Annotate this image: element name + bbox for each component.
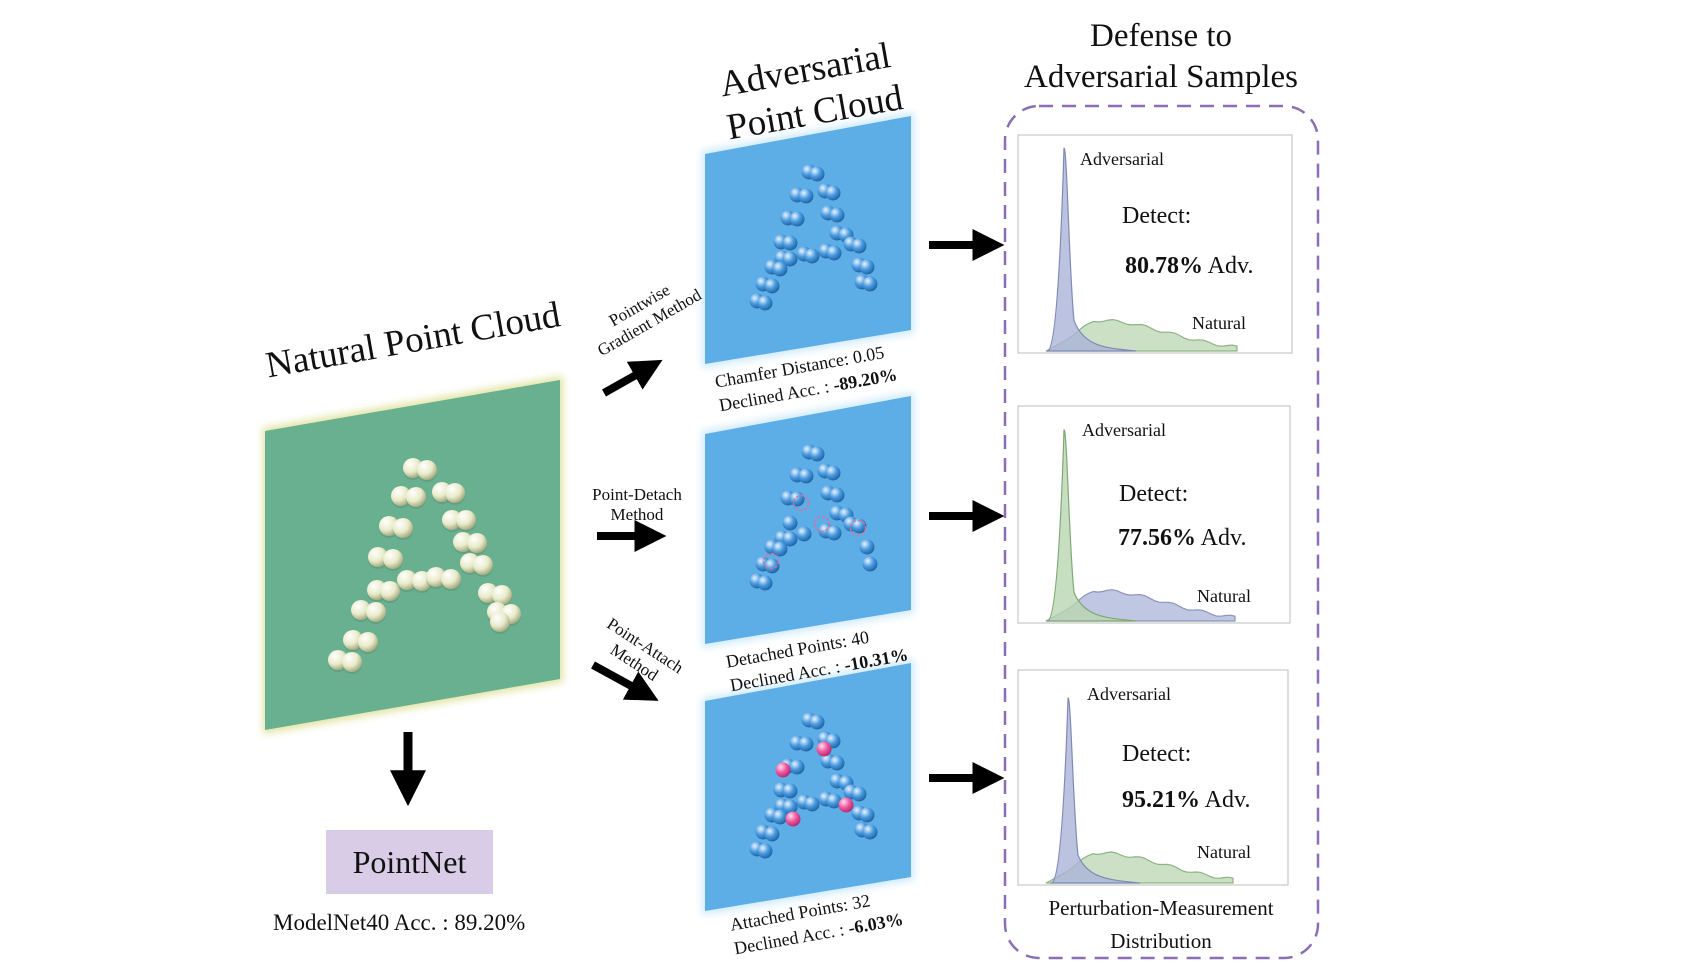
natural-point <box>492 585 512 605</box>
adversarial-panel-gradient <box>702 112 914 368</box>
natural-point <box>383 549 403 569</box>
attached-point <box>838 797 854 813</box>
adversarial-point <box>757 575 773 591</box>
natural-point <box>380 581 400 601</box>
adversarial-point <box>798 468 814 484</box>
adversarial-point <box>859 259 875 275</box>
natural-point <box>467 533 487 553</box>
adversarial-distribution-curve <box>1049 697 1141 884</box>
adversarial-point <box>782 531 798 547</box>
natural-point <box>358 632 378 652</box>
adversarial-points-gradient <box>749 164 878 311</box>
distribution-plot-1 <box>1017 134 1293 354</box>
natural-point <box>445 483 465 503</box>
adversarial-point <box>798 188 814 204</box>
adversarial-point <box>764 278 780 294</box>
detached-point-marker <box>792 494 810 512</box>
attach-method-arrow-icon <box>591 661 659 701</box>
natural-point <box>368 547 388 567</box>
adversarial-point <box>772 261 788 277</box>
adversarial-point <box>862 824 878 840</box>
adversarial-point <box>829 755 845 771</box>
natural-point <box>351 600 371 620</box>
natural-letter-a-points <box>328 458 521 674</box>
adversarial-point <box>809 166 825 182</box>
adversarial-point <box>826 525 842 541</box>
adversarial-point <box>782 235 798 251</box>
detached-point-marker <box>813 515 831 533</box>
adversarial-point <box>825 465 841 481</box>
adversarial-distribution-curve <box>1045 429 1137 622</box>
adversarial-point <box>796 526 812 542</box>
adversarial-point <box>798 736 814 752</box>
natural-point <box>342 652 362 672</box>
adversarial-distribution-curve <box>1045 147 1137 352</box>
adversarial-point <box>826 245 842 261</box>
adversarial-point <box>862 276 878 292</box>
natural-point <box>406 487 426 507</box>
adversarial-points-detach <box>749 444 878 591</box>
distribution-plot-2 <box>1017 405 1291 624</box>
natural-point <box>393 518 413 538</box>
defense-dashed-container <box>1003 104 1320 960</box>
adversarial-point <box>789 759 805 775</box>
distribution-frame <box>1017 669 1289 886</box>
distribution-plot-3 <box>1017 669 1289 886</box>
adversarial-point <box>804 248 820 264</box>
adversarial-panel-attach <box>702 659 914 915</box>
natural-point <box>366 602 386 622</box>
adversarial-point <box>829 207 845 223</box>
adversarial-panel-detach <box>702 392 914 648</box>
adversarial-point <box>859 539 875 555</box>
natural-point <box>417 460 437 480</box>
adversarial-point <box>757 843 773 859</box>
adversarial-point <box>789 211 805 227</box>
natural-point <box>490 612 510 632</box>
adversarial-point <box>764 558 780 574</box>
attached-point <box>775 762 791 778</box>
adversarial-point <box>757 295 773 311</box>
adversarial-point <box>809 714 825 730</box>
detached-point-marker <box>762 552 780 570</box>
natural-point <box>473 555 493 575</box>
detached-point-marker <box>849 519 867 537</box>
adversarial-point <box>862 556 878 572</box>
natural-point <box>456 510 476 530</box>
adversarial-point <box>851 238 867 254</box>
adversarial-point <box>772 541 788 557</box>
natural-point-cloud-panel <box>263 376 563 734</box>
adversarial-point <box>826 793 842 809</box>
adversarial-point <box>809 446 825 462</box>
adversarial-points-attach <box>749 712 878 859</box>
adversarial-point <box>851 786 867 802</box>
adversarial-point <box>782 515 798 531</box>
adversarial-point <box>782 251 798 267</box>
adversarial-point <box>789 491 805 507</box>
gradient-method-arrow-icon <box>602 359 663 397</box>
adversarial-point <box>829 487 845 503</box>
natural-point <box>343 630 363 650</box>
adversarial-point <box>804 796 820 812</box>
natural-point <box>441 569 461 589</box>
natural-point <box>391 486 411 506</box>
natural-point <box>397 570 417 590</box>
adversarial-point <box>764 826 780 842</box>
adversarial-point <box>772 809 788 825</box>
adversarial-point <box>782 783 798 799</box>
adversarial-point <box>782 799 798 815</box>
attached-point <box>785 811 801 827</box>
natural-point <box>426 567 446 587</box>
natural-point <box>442 510 462 530</box>
adversarial-point <box>859 807 875 823</box>
adversarial-point <box>825 185 841 201</box>
attached-point <box>816 741 832 757</box>
